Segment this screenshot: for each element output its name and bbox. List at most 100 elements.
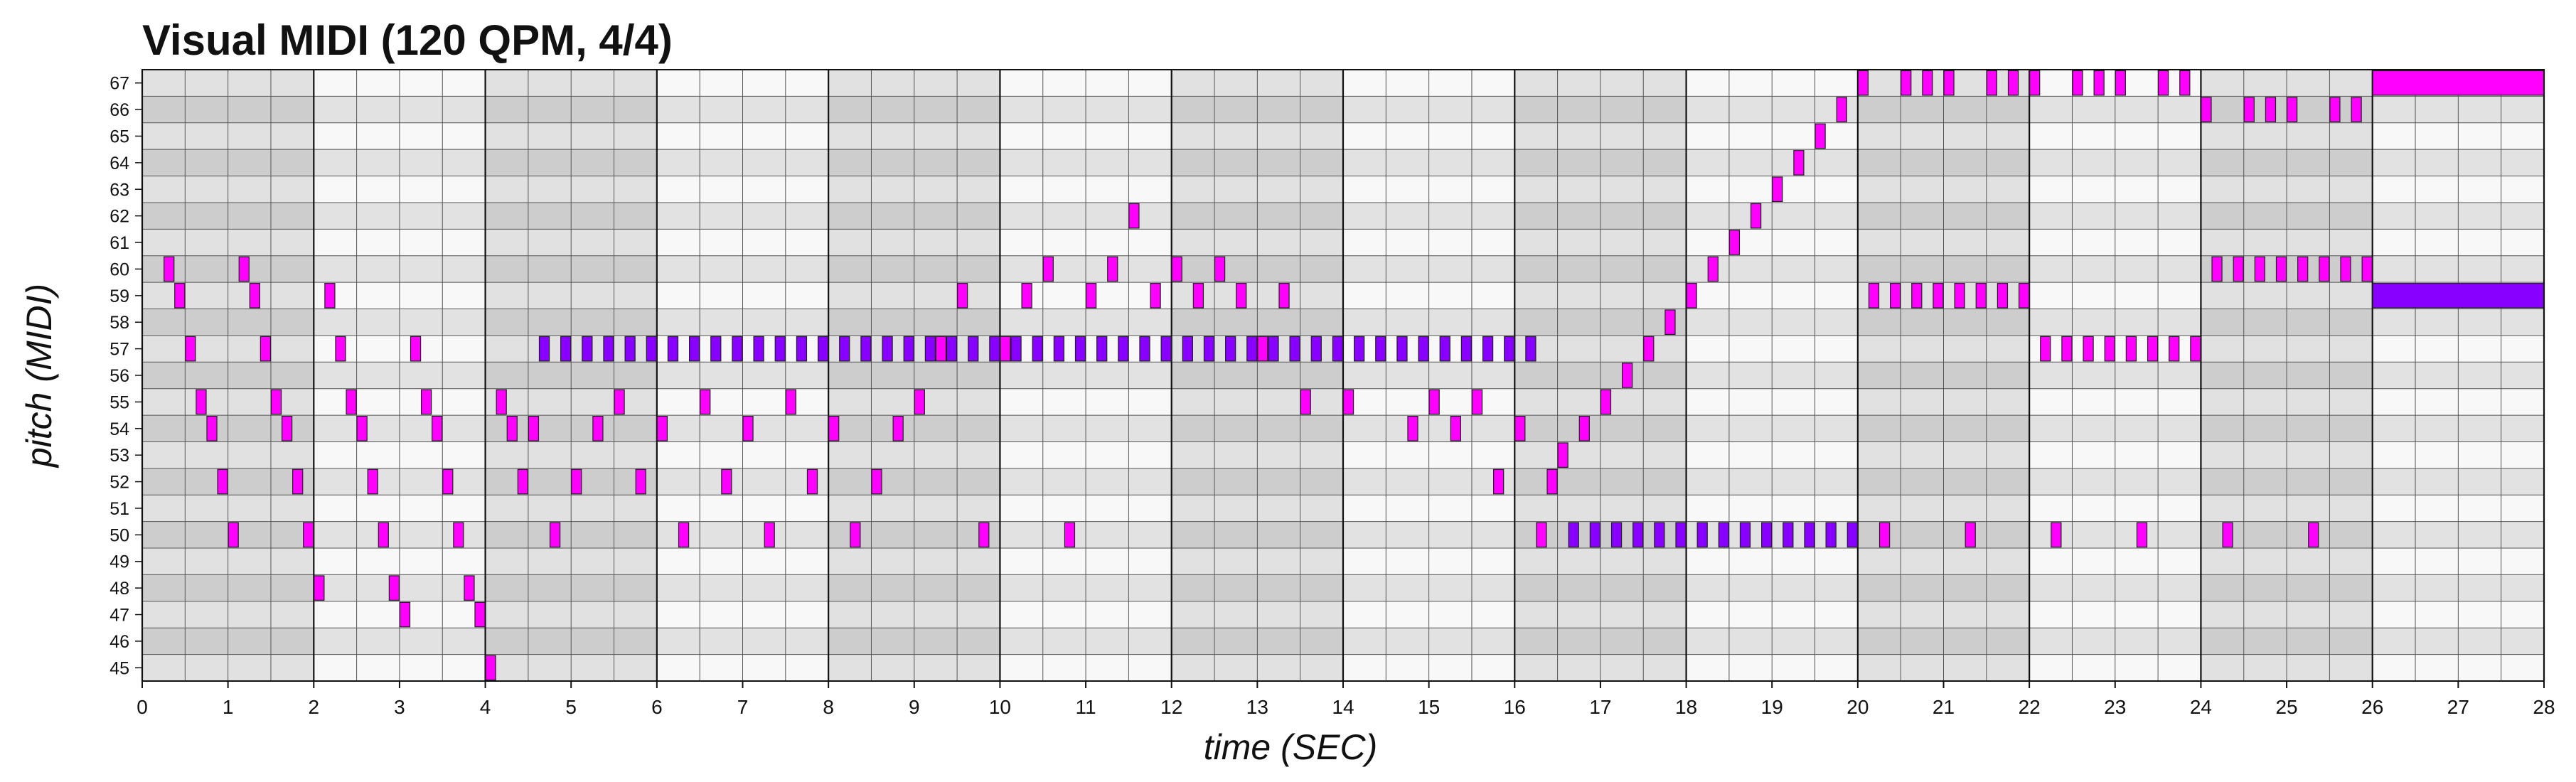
magenta-note-16 <box>335 336 346 362</box>
violet-note-49 <box>1610 522 1623 548</box>
magenta-note-62 <box>1128 203 1140 229</box>
x-tick-label: 25 <box>2275 696 2297 718</box>
violet-note-31 <box>1203 336 1215 362</box>
violet-note-28 <box>1139 336 1150 362</box>
x-tick-label: 7 <box>737 696 749 718</box>
x-tick-label: 26 <box>2361 696 2383 718</box>
violet-note-53 <box>1696 522 1708 548</box>
violet-note-32 <box>1225 336 1236 362</box>
magenta-note-101 <box>1933 283 1944 309</box>
x-tick-label: 13 <box>1246 696 1268 718</box>
magenta-note-123 <box>2169 336 2180 362</box>
x-tick-label: 12 <box>1160 696 1182 718</box>
magenta-note-70 <box>1300 389 1311 415</box>
magenta-note-2 <box>185 336 196 362</box>
magenta-note-19 <box>367 468 378 495</box>
x-tick-label: 24 <box>2190 696 2212 718</box>
magenta-note-96 <box>1878 522 1891 548</box>
violet-note-29 <box>1160 336 1172 362</box>
magenta-note-122 <box>2158 70 2169 96</box>
magenta-note-132 <box>2265 97 2277 122</box>
y-tick-label: 61 <box>109 233 129 253</box>
magenta-note-52 <box>914 389 925 415</box>
magenta-note-5 <box>217 468 228 495</box>
x-tick-label: 0 <box>137 696 148 718</box>
x-tick-label: 10 <box>989 696 1011 718</box>
violet-note-39 <box>1375 336 1386 362</box>
magenta-note-84 <box>1643 336 1655 362</box>
x-tick-label: 3 <box>394 696 405 718</box>
magenta-note-69 <box>1278 283 1290 309</box>
y-tick-label: 55 <box>109 392 129 412</box>
magenta-note-105 <box>1975 283 1987 309</box>
magenta-note-8 <box>249 283 260 309</box>
magenta-note-64 <box>1171 256 1182 282</box>
violet-note-12 <box>796 336 808 362</box>
magenta-note-29 <box>474 601 486 628</box>
magenta-note-48 <box>828 415 840 441</box>
magenta-note-86 <box>1686 283 1697 309</box>
violet-note-1 <box>560 336 572 362</box>
magenta-note-13 <box>303 522 314 548</box>
magenta-note-0 <box>164 256 175 282</box>
magenta-note-128 <box>2222 522 2233 548</box>
magenta-note-106 <box>1986 70 1998 96</box>
violet-note-44 <box>1482 336 1494 362</box>
magenta-note-127 <box>2211 256 2223 282</box>
magenta-note-53 <box>935 336 947 362</box>
violet-note-46 <box>1525 336 1536 362</box>
magenta-note-137 <box>2319 256 2330 282</box>
magenta-note-31 <box>496 389 507 415</box>
axes: 0 1 2 3 4 5 6 7 8 9 10 11 12 13 14 15 16 17 18 19 20 21 22 23 24… <box>109 69 2555 718</box>
y-tick-label: 51 <box>109 499 129 519</box>
x-axis-label: time (SEC) <box>1204 727 1377 767</box>
magenta-note-130 <box>2243 97 2255 122</box>
magenta-note-45 <box>764 522 775 548</box>
magenta-note-7 <box>238 256 250 282</box>
magenta-note-118 <box>2115 70 2126 96</box>
magenta-note-18 <box>356 415 368 441</box>
violet-note-19 <box>946 336 958 362</box>
violet-note-35 <box>1289 336 1300 362</box>
magenta-note-116 <box>2093 70 2105 96</box>
violet-note-58 <box>1804 522 1815 548</box>
magenta-note-9 <box>260 336 272 362</box>
y-axis-label: pitch (MIDI) <box>19 284 59 468</box>
magenta-note-65 <box>1192 283 1204 309</box>
magenta-note-78 <box>1536 522 1547 548</box>
violet-note-55 <box>1739 522 1751 548</box>
x-tick-label: 8 <box>823 696 834 718</box>
x-tick-label: 6 <box>651 696 663 718</box>
y-tick-label: 63 <box>109 180 129 200</box>
magenta-note-50 <box>871 468 882 495</box>
magenta-note-103 <box>1954 283 1965 309</box>
magenta-note-60 <box>1107 256 1118 282</box>
magenta-note-17 <box>346 389 357 415</box>
magenta-note-41 <box>678 522 690 548</box>
violet-note-23 <box>1032 336 1043 362</box>
x-tick-label: 22 <box>2019 696 2041 718</box>
magenta-note-67 <box>1236 283 1247 309</box>
magenta-note-95 <box>1868 283 1880 309</box>
y-tick-label: 47 <box>109 606 129 626</box>
violet-note-25 <box>1074 336 1086 362</box>
magenta-note-73 <box>1428 389 1440 415</box>
magenta-note-135 <box>2297 256 2309 282</box>
magenta-note-98 <box>1901 70 1912 96</box>
x-tick-label: 19 <box>1761 696 1783 718</box>
magenta-note-80 <box>1557 442 1568 468</box>
magenta-note-24 <box>420 389 432 415</box>
magenta-note-34 <box>528 415 540 441</box>
magenta-note-139 <box>2340 256 2351 282</box>
violet-note-50 <box>1632 522 1644 548</box>
notes-layer <box>164 70 2545 681</box>
violet-note-8 <box>710 336 722 362</box>
magenta-note-110 <box>2029 70 2041 96</box>
magenta-note-97 <box>1889 283 1901 309</box>
x-tick-label: 1 <box>223 696 234 718</box>
magenta-note-3 <box>196 389 207 415</box>
magenta-note-82 <box>1600 389 1612 415</box>
magenta-note-120 <box>2136 522 2148 548</box>
magenta-note-51 <box>892 415 904 441</box>
magenta-note-61 <box>1085 283 1097 309</box>
